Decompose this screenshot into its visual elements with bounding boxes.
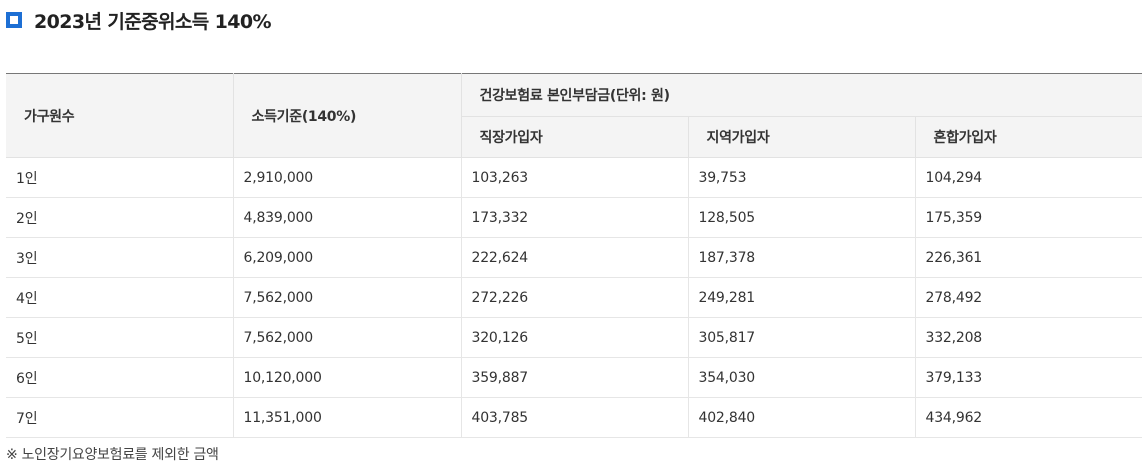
cell-income: 2,910,000 xyxy=(233,157,462,198)
footnote: ※ 노인장기요양보험료를 제외한 금액 xyxy=(6,447,219,463)
cell-workplace: 320,126 xyxy=(461,317,689,358)
cell-workplace: 403,785 xyxy=(461,397,689,438)
table-header-row: 가구원수 소득기준(140%) 건강보험료 본인부담금(단위: 원) xyxy=(6,73,1142,158)
header-workplace-subscriber: 직장가입자 xyxy=(461,116,689,158)
cell-household: 6인 xyxy=(6,357,234,398)
cell-household: 5인 xyxy=(6,317,234,358)
cell-household: 2인 xyxy=(6,197,234,238)
cell-household: 7인 xyxy=(6,397,234,438)
table-subheader-row: 직장가입자 지역가입자 혼합가입자 xyxy=(6,116,1142,158)
cell-mixed: 175,359 xyxy=(915,197,1142,238)
cell-mixed: 434,962 xyxy=(915,397,1142,438)
header-mixed-subscriber: 혼합가입자 xyxy=(915,116,1142,158)
table-row: 2인 4,839,000 173,332 128,505 175,359 xyxy=(6,197,1142,238)
cell-regional: 249,281 xyxy=(688,277,916,318)
cell-household: 1인 xyxy=(6,157,234,198)
cell-mixed: 104,294 xyxy=(915,157,1142,198)
cell-regional: 305,817 xyxy=(688,317,916,358)
table-row: 1인 2,910,000 103,263 39,753 104,294 xyxy=(6,157,1142,198)
cell-regional: 39,753 xyxy=(688,157,916,198)
cell-income: 7,562,000 xyxy=(233,317,462,358)
header-premium-group: 건강보험료 본인부담금(단위: 원) xyxy=(461,73,1142,117)
cell-income: 4,839,000 xyxy=(233,197,462,238)
income-premium-table: 가구원수 소득기준(140%) 건강보험료 본인부담금(단위: 원) 직장가입자… xyxy=(6,73,1142,438)
cell-workplace: 359,887 xyxy=(461,357,689,398)
cell-regional: 187,378 xyxy=(688,237,916,278)
table-row: 3인 6,209,000 222,624 187,378 226,361 xyxy=(6,237,1142,278)
header-regional-subscriber: 지역가입자 xyxy=(688,116,916,158)
cell-workplace: 272,226 xyxy=(461,277,689,318)
cell-mixed: 278,492 xyxy=(915,277,1142,318)
table-row: 6인 10,120,000 359,887 354,030 379,133 xyxy=(6,357,1142,398)
table-row: 5인 7,562,000 320,126 305,817 332,208 xyxy=(6,317,1142,358)
square-bullet-icon xyxy=(6,12,22,28)
cell-regional: 128,505 xyxy=(688,197,916,238)
cell-mixed: 332,208 xyxy=(915,317,1142,358)
page-title-row: 2023년 기준중위소득 140% xyxy=(6,6,272,34)
page-title: 2023년 기준중위소득 140% xyxy=(34,10,272,33)
cell-regional: 354,030 xyxy=(688,357,916,398)
table-row: 4인 7,562,000 272,226 249,281 278,492 xyxy=(6,277,1142,318)
cell-workplace: 103,263 xyxy=(461,157,689,198)
cell-income: 11,351,000 xyxy=(233,397,462,438)
cell-household: 3인 xyxy=(6,237,234,278)
header-household-count: 가구원수 xyxy=(6,73,234,158)
cell-income: 10,120,000 xyxy=(233,357,462,398)
cell-household: 4인 xyxy=(6,277,234,318)
cell-income: 6,209,000 xyxy=(233,237,462,278)
cell-mixed: 226,361 xyxy=(915,237,1142,278)
table-row: 7인 11,351,000 403,785 402,840 434,962 xyxy=(6,397,1142,438)
header-income-standard: 소득기준(140%) xyxy=(233,73,462,158)
cell-mixed: 379,133 xyxy=(915,357,1142,398)
cell-workplace: 222,624 xyxy=(461,237,689,278)
cell-workplace: 173,332 xyxy=(461,197,689,238)
cell-income: 7,562,000 xyxy=(233,277,462,318)
cell-regional: 402,840 xyxy=(688,397,916,438)
